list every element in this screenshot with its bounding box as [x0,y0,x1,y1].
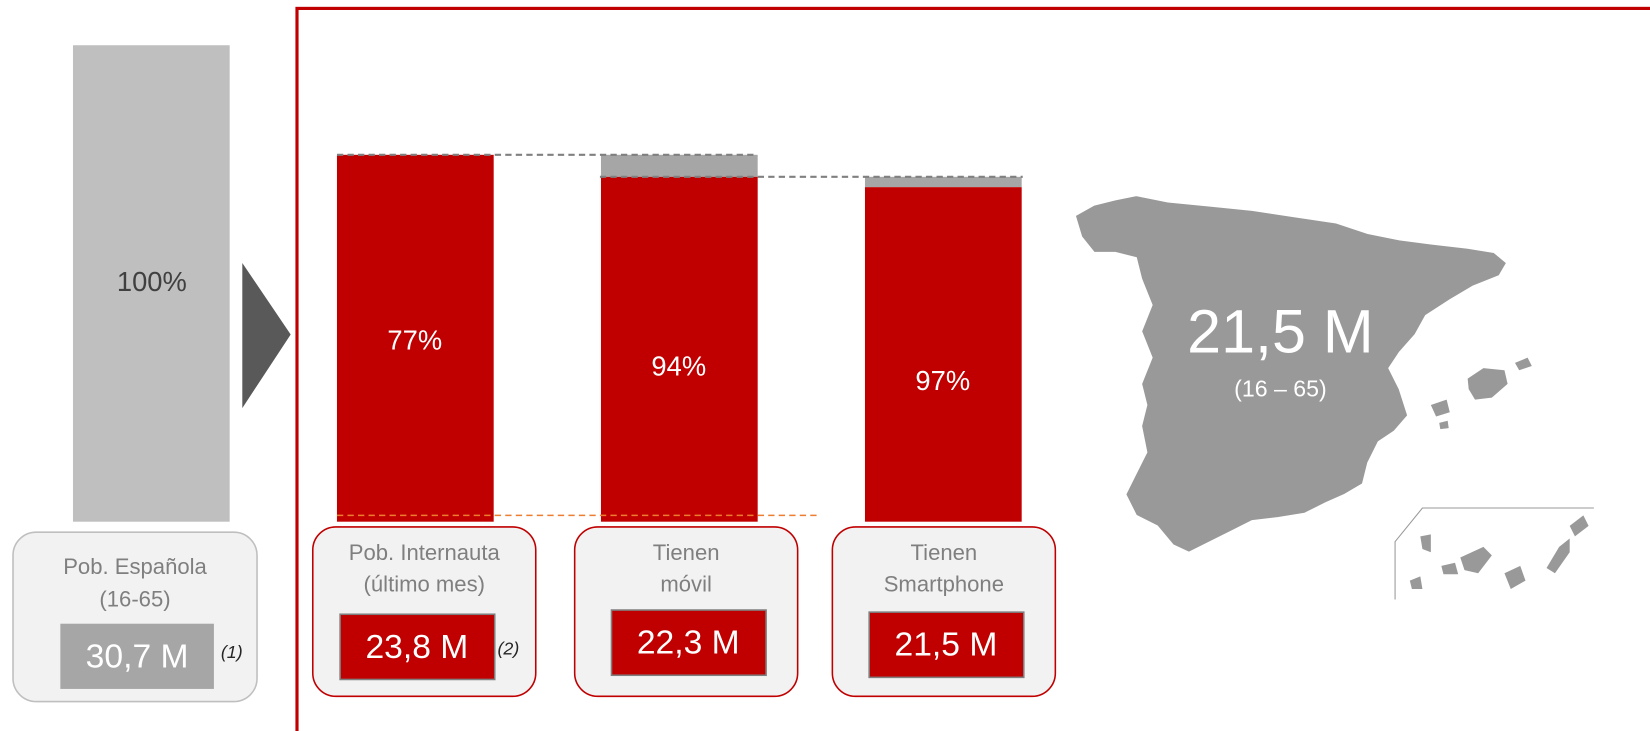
frame [295,6,1650,731]
bar-remainder [600,154,758,177]
map-range: (16 – 65) [1234,375,1327,401]
arrow [242,262,291,409]
label-line: (16-65) [99,586,170,611]
label-line: (último mes) [364,572,485,597]
bar-label: 77% [387,324,442,355]
total: 22,3 M [637,625,740,662]
bar [336,154,494,522]
total: 21,5 M [895,627,998,664]
label-line: Tienen [653,540,720,565]
label-line: Pob. Internauta [349,540,501,565]
total-box [868,611,1025,679]
total: 23,8 M [365,629,468,666]
total-box [610,609,767,677]
label-line: Smartphone [884,572,1004,597]
label-line: móvil [660,572,712,597]
map-value: 21,5 M [1187,298,1374,366]
bar [864,187,1022,522]
bar [72,45,230,522]
bar [600,176,758,522]
total-box [339,613,496,681]
note: (2) [497,639,519,659]
note: (1) [221,642,243,662]
total: 30,7 M [86,638,189,675]
bar-label: 97% [915,365,970,396]
bar-remainder [864,176,1022,188]
total-box [60,623,214,689]
map [1074,195,1594,600]
label-line: Pob. Española [63,554,207,579]
bar-label: 94% [651,350,706,381]
label-line: Tienen [911,540,978,565]
bar-label: 100% [117,266,187,297]
